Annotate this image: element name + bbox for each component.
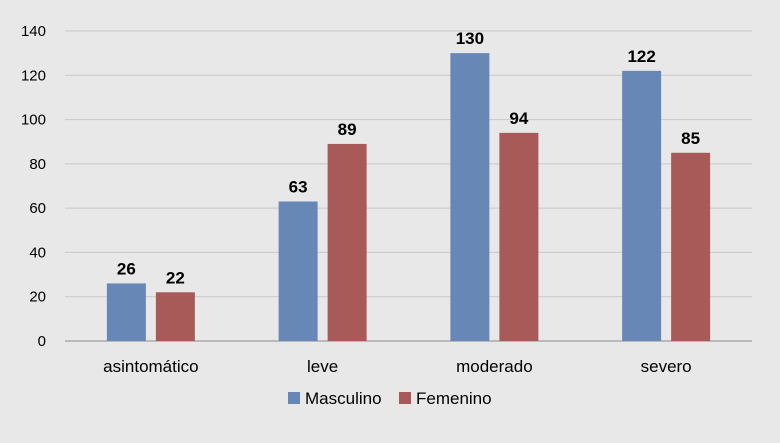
bar-masculino bbox=[278, 201, 318, 341]
legend-label: Masculino bbox=[305, 389, 382, 408]
y-tick-label: 100 bbox=[21, 112, 46, 129]
x-axis-categories: asintomático leve moderado severo bbox=[103, 357, 691, 376]
bar-masculino bbox=[622, 70, 662, 341]
bar-femenino bbox=[671, 152, 711, 341]
y-tick-label: 40 bbox=[29, 244, 46, 261]
data-label: 94 bbox=[509, 109, 528, 128]
data-label: 26 bbox=[117, 259, 136, 278]
x-category-label: severo bbox=[641, 357, 692, 376]
data-label: 122 bbox=[627, 47, 655, 66]
y-tick-label: 120 bbox=[21, 67, 46, 84]
bars bbox=[106, 53, 711, 342]
y-tick-label: 140 bbox=[21, 23, 46, 40]
x-category-label: asintomático bbox=[103, 357, 198, 376]
y-tick-label: 0 bbox=[38, 333, 46, 350]
legend-swatch bbox=[288, 392, 300, 404]
y-tick-label: 60 bbox=[29, 200, 46, 217]
x-category-label: leve bbox=[307, 357, 338, 376]
bar-femenino bbox=[499, 132, 539, 341]
bar-masculino bbox=[106, 283, 146, 341]
bar-femenino bbox=[155, 292, 195, 341]
bar-femenino bbox=[327, 143, 367, 341]
data-label: 89 bbox=[338, 120, 357, 139]
x-category-label: moderado bbox=[456, 357, 533, 376]
data-label: 63 bbox=[289, 178, 308, 197]
data-label: 22 bbox=[166, 268, 185, 287]
y-axis-ticks: 0 20 40 60 80 100 120 140 bbox=[21, 23, 46, 350]
data-labels: 26 22 63 89 130 94 122 85 bbox=[117, 29, 700, 287]
data-label: 85 bbox=[681, 129, 700, 148]
y-tick-label: 20 bbox=[29, 289, 46, 306]
data-label: 130 bbox=[456, 29, 484, 48]
bar-masculino bbox=[450, 53, 490, 342]
y-tick-label: 80 bbox=[29, 156, 46, 173]
legend: Masculino Femenino bbox=[288, 389, 492, 408]
legend-swatch bbox=[399, 392, 411, 404]
legend-label: Femenino bbox=[416, 389, 492, 408]
